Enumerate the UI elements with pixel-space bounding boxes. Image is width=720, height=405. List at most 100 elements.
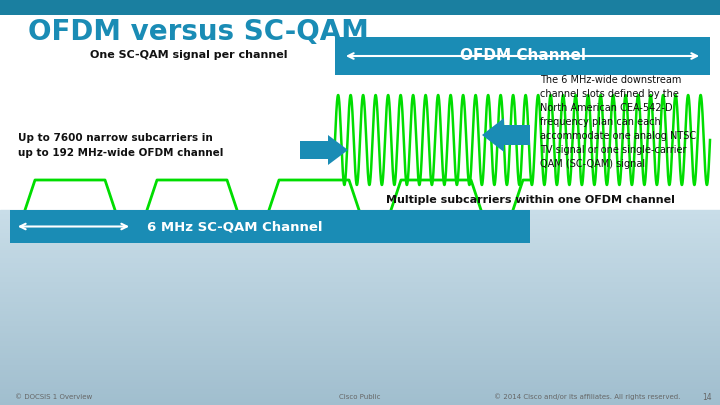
Bar	[0, 315, 720, 317]
Bar	[0, 269, 720, 271]
Bar	[0, 264, 720, 266]
Bar	[0, 386, 720, 388]
Text: QAM (SC-QAM) signal: QAM (SC-QAM) signal	[540, 159, 645, 169]
Bar	[0, 332, 720, 334]
Bar	[0, 376, 720, 378]
Bar	[0, 364, 720, 366]
Bar	[335, 37, 710, 75]
FancyArrow shape	[300, 135, 348, 165]
Bar	[0, 266, 720, 269]
Bar	[0, 371, 720, 373]
Bar	[0, 317, 720, 320]
Bar	[0, 327, 720, 329]
Bar	[0, 322, 720, 324]
Bar	[0, 400, 720, 403]
Bar	[0, 307, 720, 310]
Bar	[0, 324, 720, 327]
Bar	[0, 249, 720, 252]
Bar	[0, 395, 720, 398]
Bar	[0, 210, 720, 213]
Bar	[0, 271, 720, 273]
Bar	[0, 295, 720, 298]
Bar	[0, 261, 720, 264]
Bar	[0, 290, 720, 293]
Bar	[0, 356, 720, 359]
Bar	[0, 334, 720, 337]
Text: North American CEA-542-D: North American CEA-542-D	[540, 103, 672, 113]
Bar	[0, 259, 720, 261]
Bar	[0, 256, 720, 259]
Bar	[0, 403, 720, 405]
Bar	[0, 342, 720, 344]
Bar	[0, 337, 720, 339]
Bar	[0, 227, 720, 230]
Bar	[0, 300, 720, 303]
Bar	[0, 288, 720, 290]
Text: Multiple subcarriers within one OFDM channel: Multiple subcarriers within one OFDM cha…	[386, 195, 675, 205]
Bar	[0, 344, 720, 347]
Bar	[0, 276, 720, 278]
Bar	[0, 361, 720, 364]
Bar	[0, 381, 720, 383]
Bar	[0, 383, 720, 386]
Bar	[0, 390, 720, 393]
FancyArrow shape	[482, 118, 530, 152]
Bar	[0, 398, 720, 400]
Bar	[0, 305, 720, 307]
Bar	[0, 278, 720, 281]
Bar	[0, 349, 720, 352]
Bar	[0, 242, 720, 244]
Text: The 6 MHz-wide downstream: The 6 MHz-wide downstream	[540, 75, 681, 85]
Bar	[0, 281, 720, 283]
Bar	[0, 310, 720, 312]
Bar	[0, 273, 720, 276]
Bar	[0, 213, 720, 215]
Bar	[0, 215, 720, 217]
Bar	[0, 225, 720, 227]
Bar	[0, 339, 720, 342]
Text: accommodate one analog NTSC: accommodate one analog NTSC	[540, 131, 696, 141]
Bar	[0, 329, 720, 332]
Bar	[0, 239, 720, 242]
Text: © 2014 Cisco and/or its affiliates. All rights reserved.: © 2014 Cisco and/or its affiliates. All …	[494, 394, 680, 400]
Bar	[0, 254, 720, 256]
Text: Cisco Public: Cisco Public	[339, 394, 381, 400]
Bar	[0, 293, 720, 295]
Bar	[0, 220, 720, 222]
Text: Up to 7600 narrow subcarriers in
up to 192 MHz-wide OFDM channel: Up to 7600 narrow subcarriers in up to 1…	[18, 133, 223, 158]
Text: frequency plan can each: frequency plan can each	[540, 117, 661, 127]
Text: 6 MHz SC-QAM Channel: 6 MHz SC-QAM Channel	[147, 220, 323, 233]
Text: channel slots defined by the: channel slots defined by the	[540, 89, 679, 99]
Bar	[0, 378, 720, 381]
Bar	[0, 303, 720, 305]
Bar	[0, 347, 720, 349]
Bar	[0, 298, 720, 300]
Bar	[0, 283, 720, 286]
Text: OFDM versus SC-QAM: OFDM versus SC-QAM	[28, 18, 369, 46]
Bar	[0, 388, 720, 390]
Text: © DOCSIS 1 Overview: © DOCSIS 1 Overview	[15, 394, 92, 400]
Bar	[0, 369, 720, 371]
Bar	[0, 247, 720, 249]
Bar	[0, 359, 720, 361]
Bar	[0, 222, 720, 225]
Bar	[0, 373, 720, 376]
Bar	[0, 15, 720, 210]
Bar	[0, 217, 720, 220]
Bar	[0, 230, 720, 232]
Bar	[0, 320, 720, 322]
Bar	[0, 286, 720, 288]
Bar	[0, 393, 720, 395]
Bar	[0, 232, 720, 234]
Bar	[0, 237, 720, 239]
Text: 14: 14	[703, 392, 712, 401]
Text: TV signal or one single-carrier: TV signal or one single-carrier	[540, 145, 686, 155]
Bar	[0, 0, 720, 15]
Bar	[0, 234, 720, 237]
Bar	[0, 252, 720, 254]
Text: One SC-QAM signal per channel: One SC-QAM signal per channel	[90, 50, 287, 60]
Bar	[0, 354, 720, 356]
Bar	[0, 352, 720, 354]
Bar	[0, 312, 720, 315]
Bar	[0, 366, 720, 369]
